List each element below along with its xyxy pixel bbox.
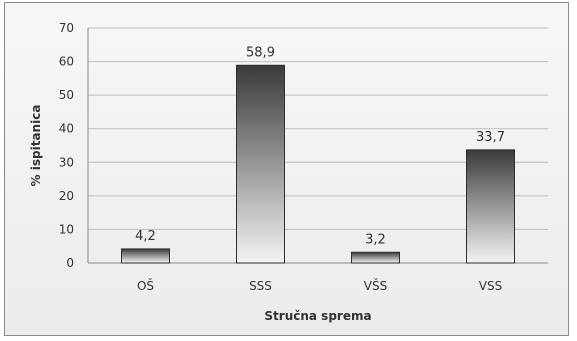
data-label: 3,2 bbox=[365, 232, 386, 247]
bar-2 bbox=[351, 251, 400, 264]
data-label: 58,9 bbox=[246, 45, 275, 60]
bar-0 bbox=[121, 248, 170, 264]
y-tick-label: 60 bbox=[59, 55, 74, 69]
x-axis-title: Stručna sprema bbox=[264, 309, 371, 323]
bars bbox=[121, 64, 515, 264]
bar-3 bbox=[466, 149, 515, 264]
data-label: 4,2 bbox=[135, 229, 156, 244]
data-label: 33,7 bbox=[476, 130, 505, 145]
y-axis-title: % ispitanica bbox=[29, 105, 43, 187]
x-tick-label: OŠ bbox=[137, 278, 154, 293]
y-tick-label: 20 bbox=[59, 189, 74, 203]
x-tick-label: VŠS bbox=[364, 278, 387, 293]
y-tick-label: 30 bbox=[59, 155, 74, 169]
y-tick-label: 50 bbox=[59, 88, 74, 102]
y-tick-label: 70 bbox=[59, 21, 74, 35]
labels: 0 10 20 30 40 50 60 70 4,2 OŠ 58,9 SSS 3,2 VŠS 33,7 VSS bbox=[59, 21, 505, 293]
y-tick-label: 10 bbox=[59, 222, 74, 236]
x-tick-label: VSS bbox=[479, 279, 502, 293]
x-tick-label: SSS bbox=[249, 279, 272, 293]
y-tick-label: 40 bbox=[59, 122, 74, 136]
y-tick-label: 0 bbox=[66, 256, 74, 270]
bar-1 bbox=[236, 64, 285, 264]
